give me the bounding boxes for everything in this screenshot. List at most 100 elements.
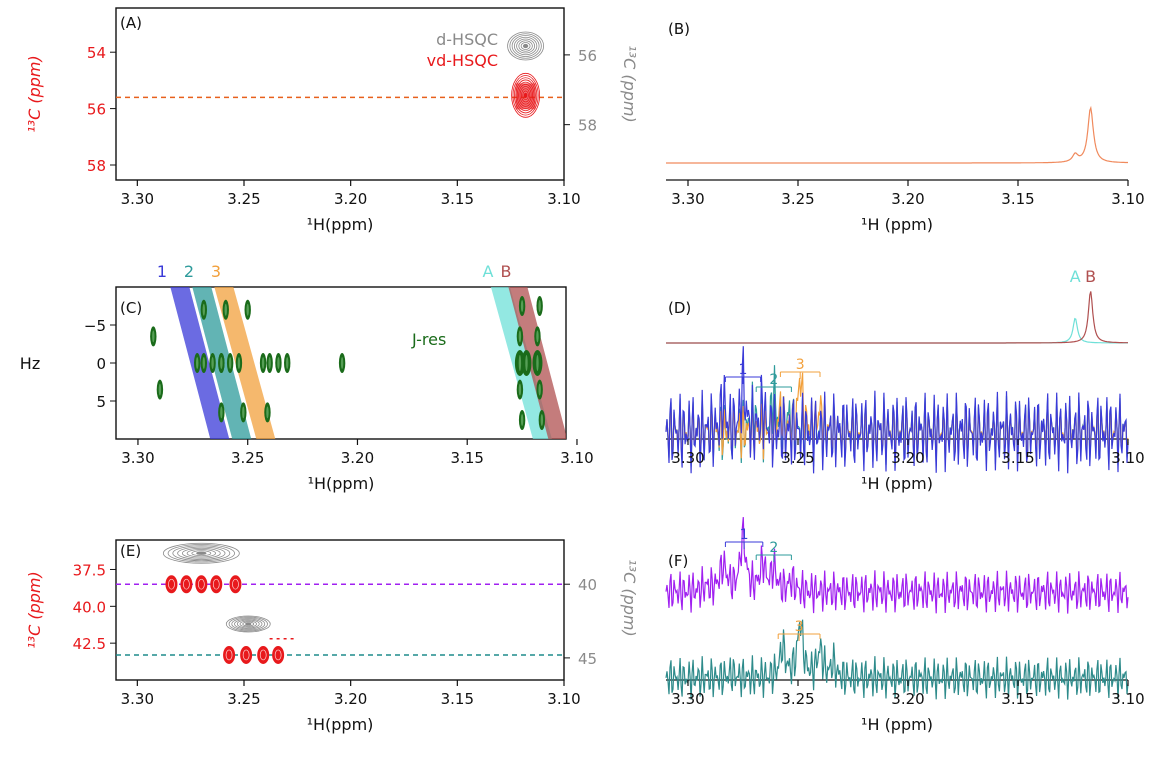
x-tick-label-d: 3.30: [671, 449, 704, 467]
y-axis-label-right-e: ¹³C (ppm): [620, 559, 639, 636]
x-tick-label-f: 3.30: [671, 690, 704, 708]
multiplet-bracket-f2: 2: [755, 540, 792, 562]
x-tick-label-a: 3.25: [227, 190, 260, 208]
panel-label-d: (D): [668, 299, 691, 317]
jres-peak: [235, 353, 243, 373]
y-tick-label-left-a: 58: [87, 157, 106, 175]
x-tick-label-b: 3.20: [891, 190, 924, 208]
band-label-3: 3: [211, 262, 221, 281]
y-tick-label-left-a: 54: [87, 44, 106, 62]
y-axis-label-left-e: ¹³C (ppm): [25, 571, 44, 648]
panel-label-b: (B): [668, 20, 690, 38]
multiplet-label-d1: 1: [739, 362, 748, 378]
jres-peak: [536, 379, 543, 400]
legend-vd-hsqc-a: vd-HSQC: [427, 51, 498, 70]
spectrum-line-f-bottom: [665, 619, 1129, 700]
band-label-A: A: [483, 262, 494, 281]
jres-peak: [209, 353, 216, 373]
y-tick-label-c: −5: [84, 317, 106, 335]
peak-contour-a-gray: [507, 31, 544, 61]
peak-contour-e-red: [272, 645, 285, 664]
plot-area-c: [150, 287, 566, 439]
jres-peak: [338, 353, 346, 373]
x-tick-label-c: 3.30: [121, 449, 154, 467]
y-tick-label-right-a: 58: [578, 117, 597, 135]
legend-d-hsqc-a: d-HSQC: [436, 30, 498, 49]
jres-peak: [244, 299, 251, 320]
y-axis-label-c: Hz: [20, 354, 40, 373]
jres-peak: [518, 296, 526, 316]
y-tick-label-c: 0: [96, 355, 106, 373]
x-tick-label-b: 3.10: [1111, 190, 1144, 208]
panels-layer: 54 56 58 56 58 ¹³C (ppm) ¹³C (ppm) (A) d-HSQC vd-…: [20, 7, 1145, 734]
x-axis-label-b: ¹H (ppm): [861, 215, 933, 234]
plot-area-a: [116, 31, 564, 118]
peak-contour-e-red: [257, 645, 270, 664]
x-tick-label-c: 3.20: [341, 449, 374, 467]
x-tick-label-a: 3.20: [334, 190, 367, 208]
x-tick-label-e: 3.15: [441, 690, 474, 708]
jres-peak: [222, 299, 229, 320]
x-tick-label-d: 3.10: [1111, 449, 1144, 467]
jres-peak: [266, 353, 273, 373]
jres-peak: [284, 353, 291, 373]
y-tick-label-right-e: 40: [578, 576, 597, 594]
jres-peak: [194, 353, 201, 373]
x-tick-label-a: 3.15: [441, 190, 474, 208]
jres-peak: [200, 353, 208, 373]
y-tick-label-left-e: 42.5: [73, 635, 106, 653]
peak-contour-e-red: [240, 645, 253, 664]
panel-label-c: (C): [120, 299, 142, 317]
plot-area-e: [116, 542, 564, 664]
multiplet-label-f1: 1: [740, 527, 749, 543]
multiplet-bracket-f3: 3: [777, 619, 821, 641]
x-tick-label-e: 3.10: [547, 690, 580, 708]
band-3: [214, 287, 276, 439]
multiplet-label-f2: 2: [769, 540, 778, 556]
peak-contour-e-red: [180, 575, 193, 594]
x-axis-label-e: ¹H(ppm): [307, 715, 374, 734]
y-tick-label-left-e: 40.0: [73, 598, 106, 616]
jres-peak: [516, 326, 524, 347]
annotation-jres: J-res: [411, 330, 446, 349]
x-tick-label-e: 3.30: [121, 690, 154, 708]
jres-peak: [264, 402, 271, 423]
jres-peak: [518, 410, 526, 430]
x-tick-label-c: 3.25: [231, 449, 264, 467]
spectrum-line-f-top: [665, 517, 1129, 614]
x-tick-label-b: 3.25: [781, 190, 814, 208]
multiplet-bracket-f1: 1: [724, 527, 764, 549]
spectrum-line-d-b: [666, 291, 1128, 344]
jres-peak: [218, 402, 225, 423]
x-tick-label-f: 3.20: [891, 690, 924, 708]
x-tick-label-e: 3.20: [334, 690, 367, 708]
y-tick-label-left-a: 56: [87, 101, 106, 119]
multiplet-label-d2: 2: [769, 372, 778, 388]
jres-peak: [218, 353, 225, 373]
spectrum-line-b: [666, 105, 1128, 164]
x-axis-label-d: ¹H (ppm): [861, 474, 933, 493]
spectrum-line-d-a: [666, 317, 1128, 344]
peak-label-a: A: [1070, 267, 1081, 286]
band-label-1: 1: [157, 262, 167, 281]
band-label-B: B: [501, 262, 512, 281]
spectrum-line-d-1: [665, 346, 1129, 474]
jres-peak: [240, 402, 247, 423]
x-axis-label-c: ¹H(ppm): [308, 474, 375, 493]
jres-peak: [538, 410, 546, 430]
x-tick-label-e: 3.25: [227, 690, 260, 708]
multiplet-bracket-d2: 2: [755, 372, 792, 394]
x-tick-label-a: 3.30: [121, 190, 154, 208]
peak-contour-e-red: [165, 575, 178, 594]
peak-contour-e-red: [210, 575, 223, 594]
x-tick-label-b: 3.30: [671, 190, 704, 208]
x-tick-label-d: 3.15: [1001, 449, 1034, 467]
peak-contour-e-red: [223, 645, 236, 664]
peak-contour-e-gray: [162, 542, 240, 564]
peak-label-b: B: [1085, 267, 1096, 286]
jres-peak: [516, 379, 524, 400]
jres-peak: [156, 379, 164, 400]
jres-peak: [275, 353, 282, 373]
x-tick-label-f: 3.10: [1111, 690, 1144, 708]
